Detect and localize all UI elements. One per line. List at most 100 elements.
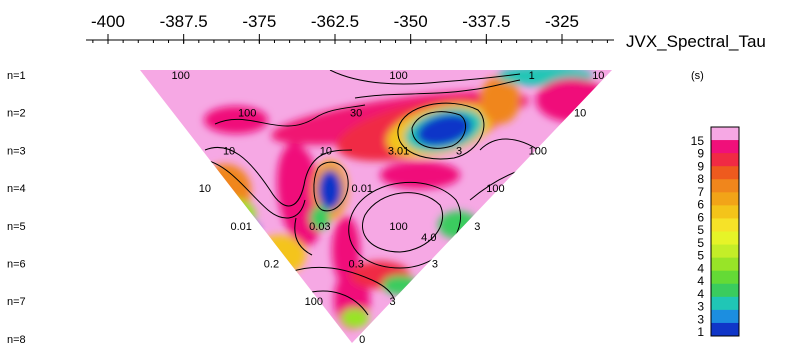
field-blob	[254, 235, 306, 275]
field-blob	[380, 161, 460, 189]
x-tick-label: -400	[91, 12, 125, 31]
y-axis-label: n=1	[7, 70, 26, 82]
colorbar-swatch	[711, 218, 739, 232]
colorbar-swatch	[711, 205, 739, 219]
field-blob	[438, 211, 478, 239]
x-tick-label: -375	[242, 12, 276, 31]
colorbar-swatch	[711, 283, 739, 298]
field-blob	[416, 113, 472, 147]
contour-label: 10	[223, 145, 235, 157]
edge-cell	[180, 96, 188, 104]
contour-label: 1	[529, 70, 535, 82]
contour-line	[214, 104, 366, 127]
contour-line	[329, 70, 521, 85]
contour-label: 100	[389, 70, 407, 82]
contour-label: 10	[320, 145, 332, 157]
x-tick-label: -387.5	[160, 12, 208, 31]
contour-label: 10	[592, 70, 604, 82]
colorbar-border	[710, 126, 740, 337]
colorbar-label: 4	[697, 274, 704, 288]
contour-label: 3.01	[388, 145, 409, 157]
field-blob	[480, 76, 520, 124]
contour-line	[204, 159, 306, 219]
contour-label: 3	[456, 145, 462, 157]
colorbar-swatch	[711, 322, 739, 337]
colorbar-label: 7	[697, 185, 704, 199]
y-axis-label: n=7	[7, 296, 26, 308]
contour-label: 100	[389, 221, 407, 233]
colorbar-label: 9	[697, 159, 704, 173]
y-axis-label: n=2	[7, 108, 26, 120]
colorbar-label: 9	[697, 147, 704, 161]
y-axis-label: n=3	[7, 145, 26, 157]
y-axis-label: n=5	[7, 221, 26, 233]
colorbar-swatch	[711, 140, 739, 154]
colorbar-swatch	[711, 127, 739, 141]
y-axis-labels: n=1 n=2 n=3 n=4 n=5 n=6 n=7 n=8	[7, 70, 26, 345]
contour-label: 0.3	[349, 259, 364, 271]
colorbar-swatch	[711, 179, 739, 193]
colorbar-label: 6	[697, 210, 704, 224]
contour-label: 100	[529, 145, 547, 157]
contour-label: 100	[305, 296, 323, 308]
x-axis: -400 -387.5 -375 -362.5 -350 -337.5 -325	[86, 12, 614, 44]
edge-cell	[170, 86, 180, 96]
colorbar-swatches	[711, 127, 739, 337]
contour-label: 0.2	[264, 259, 279, 271]
contour-label: 4.0	[421, 232, 436, 244]
contour-label: 0.01	[230, 221, 251, 233]
y-axis-label: n=6	[7, 259, 26, 271]
y-axis-label: n=8	[7, 334, 26, 345]
x-tick-label: -362.5	[311, 12, 359, 31]
colorbar-label: 15	[691, 134, 705, 148]
x-tick-label: -350	[394, 12, 428, 31]
field-blob	[318, 170, 342, 210]
contour-line	[204, 146, 353, 207]
colorbar-swatch	[711, 153, 739, 167]
contour-line	[411, 111, 467, 149]
colorbar-swatch	[711, 270, 739, 285]
contour-line	[397, 102, 485, 160]
contour-label: 100	[171, 70, 189, 82]
field-blob	[204, 106, 268, 134]
colorbar-label: 5	[697, 249, 704, 263]
contour-label: 0.03	[309, 221, 330, 233]
colorbar-swatch	[711, 192, 739, 206]
field-blob	[310, 206, 330, 230]
contour-line	[294, 217, 313, 256]
colorbar-label: 3	[697, 312, 704, 326]
colorbar-label: 8	[697, 172, 704, 186]
unit-label: (s)	[691, 70, 704, 82]
colorbar-swatch	[711, 296, 739, 311]
y-axis-label: n=4	[7, 183, 26, 195]
colorbar-label: 6	[697, 198, 704, 212]
colorbar-swatch	[711, 231, 739, 246]
contour-line	[354, 79, 521, 99]
colorbar-swatch	[711, 257, 739, 272]
colorbar-label: 4	[697, 261, 704, 275]
contour-label: 30	[350, 108, 362, 120]
x-tick-label: -337.5	[462, 12, 510, 31]
contour-label: 10	[199, 183, 211, 195]
field-blob	[341, 308, 369, 328]
colorbar-label: 3	[697, 300, 704, 314]
contour-label: 0.01	[352, 183, 373, 195]
contour-label: 3	[389, 296, 395, 308]
chart-title: JVX_Spectral_Tau	[626, 32, 766, 51]
colorbar-label: 5	[697, 236, 704, 250]
colorbar-label: 1	[697, 325, 704, 339]
contour-label: 3	[474, 221, 480, 233]
field-blob	[536, 78, 608, 122]
field-blob	[332, 216, 360, 284]
contour-label: 100	[238, 108, 256, 120]
resistivity-field	[140, 70, 612, 343]
field-blob	[382, 275, 418, 295]
contour-label: 3	[432, 259, 438, 271]
colorbar-label: 4	[697, 287, 704, 301]
x-tick-label: -325	[545, 12, 579, 31]
colorbar-swatch	[711, 309, 739, 324]
colorbar-swatch	[711, 244, 739, 259]
